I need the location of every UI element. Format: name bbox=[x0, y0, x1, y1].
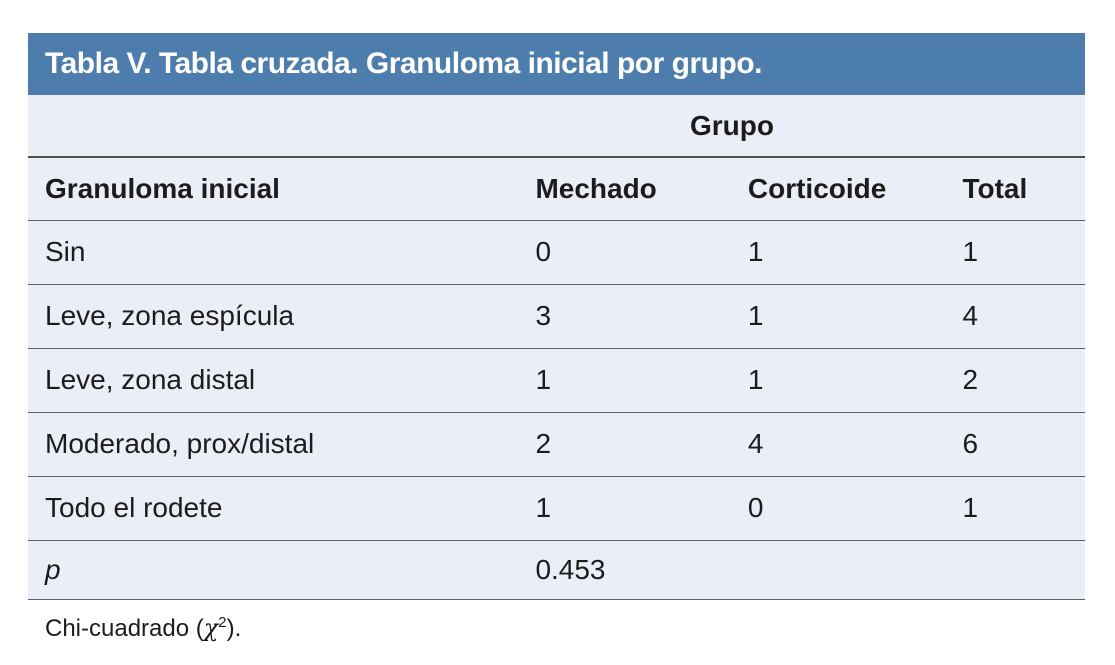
column-header-mechado: Mechado bbox=[518, 157, 731, 221]
cell-mechado: 1 bbox=[518, 476, 731, 541]
row-label: Leve, zona distal bbox=[28, 348, 519, 413]
p-row-spacer-1 bbox=[730, 540, 946, 600]
cross-table: Grupo Granuloma inicial Mechado Corticoi… bbox=[28, 95, 1085, 600]
group-header-label: Grupo bbox=[518, 95, 946, 158]
table-title-bar: Tabla V. Tabla cruzada. Granuloma inicia… bbox=[28, 33, 1085, 95]
table-row-moderado: Moderado, prox/distal 2 4 6 bbox=[28, 412, 1085, 477]
cell-corticoide: 0 bbox=[730, 476, 946, 541]
row-label: Todo el rodete bbox=[28, 476, 519, 541]
cell-mechado: 2 bbox=[518, 412, 731, 477]
p-label: p bbox=[28, 540, 519, 600]
chi-symbol: χ bbox=[203, 613, 219, 642]
group-header-spacer-right bbox=[945, 95, 1085, 158]
p-value-row: p 0.453 bbox=[28, 540, 1085, 600]
cell-total: 2 bbox=[945, 348, 1085, 413]
footnote-prefix: Chi-cuadrado ( bbox=[45, 614, 204, 642]
cell-corticoide: 4 bbox=[730, 412, 946, 477]
group-header-row: Grupo bbox=[28, 95, 1085, 158]
column-header-row: Granuloma inicial Mechado Corticoide Tot… bbox=[28, 157, 1085, 221]
group-header-spacer-left bbox=[28, 95, 519, 158]
chi-superscript: 2 bbox=[218, 614, 227, 631]
cell-corticoide: 1 bbox=[730, 220, 946, 285]
cell-mechado: 0 bbox=[518, 220, 731, 285]
row-label: Leve, zona espícula bbox=[28, 284, 519, 349]
table-row-leve-distal: Leve, zona distal 1 1 2 bbox=[28, 348, 1085, 413]
table-card: Tabla V. Tabla cruzada. Granuloma inicia… bbox=[28, 33, 1085, 643]
table-row-todo-rodete: Todo el rodete 1 0 1 bbox=[28, 476, 1085, 541]
footnote-suffix: ). bbox=[226, 614, 242, 642]
column-header-label: Granuloma inicial bbox=[28, 157, 519, 221]
column-header-total: Total bbox=[945, 157, 1085, 221]
cell-corticoide: 1 bbox=[730, 284, 946, 349]
row-label: Sin bbox=[28, 220, 519, 285]
cell-total: 1 bbox=[945, 220, 1085, 285]
table-title: Tabla V. Tabla cruzada. Granuloma inicia… bbox=[45, 47, 762, 80]
column-header-corticoide: Corticoide bbox=[730, 157, 946, 221]
table-footnote: Chi-cuadrado (χ2). bbox=[28, 614, 1085, 643]
cell-total: 4 bbox=[945, 284, 1085, 349]
cell-total: 6 bbox=[945, 412, 1085, 477]
cell-mechado: 1 bbox=[518, 348, 731, 413]
cell-corticoide: 1 bbox=[730, 348, 946, 413]
table-row-sin: Sin 0 1 1 bbox=[28, 220, 1085, 285]
row-label: Moderado, prox/distal bbox=[28, 412, 519, 477]
p-row-spacer-2 bbox=[945, 540, 1085, 600]
cell-mechado: 3 bbox=[518, 284, 731, 349]
cell-total: 1 bbox=[945, 476, 1085, 541]
table-row-leve-espicula: Leve, zona espícula 3 1 4 bbox=[28, 284, 1085, 349]
p-value: 0.453 bbox=[518, 540, 731, 600]
